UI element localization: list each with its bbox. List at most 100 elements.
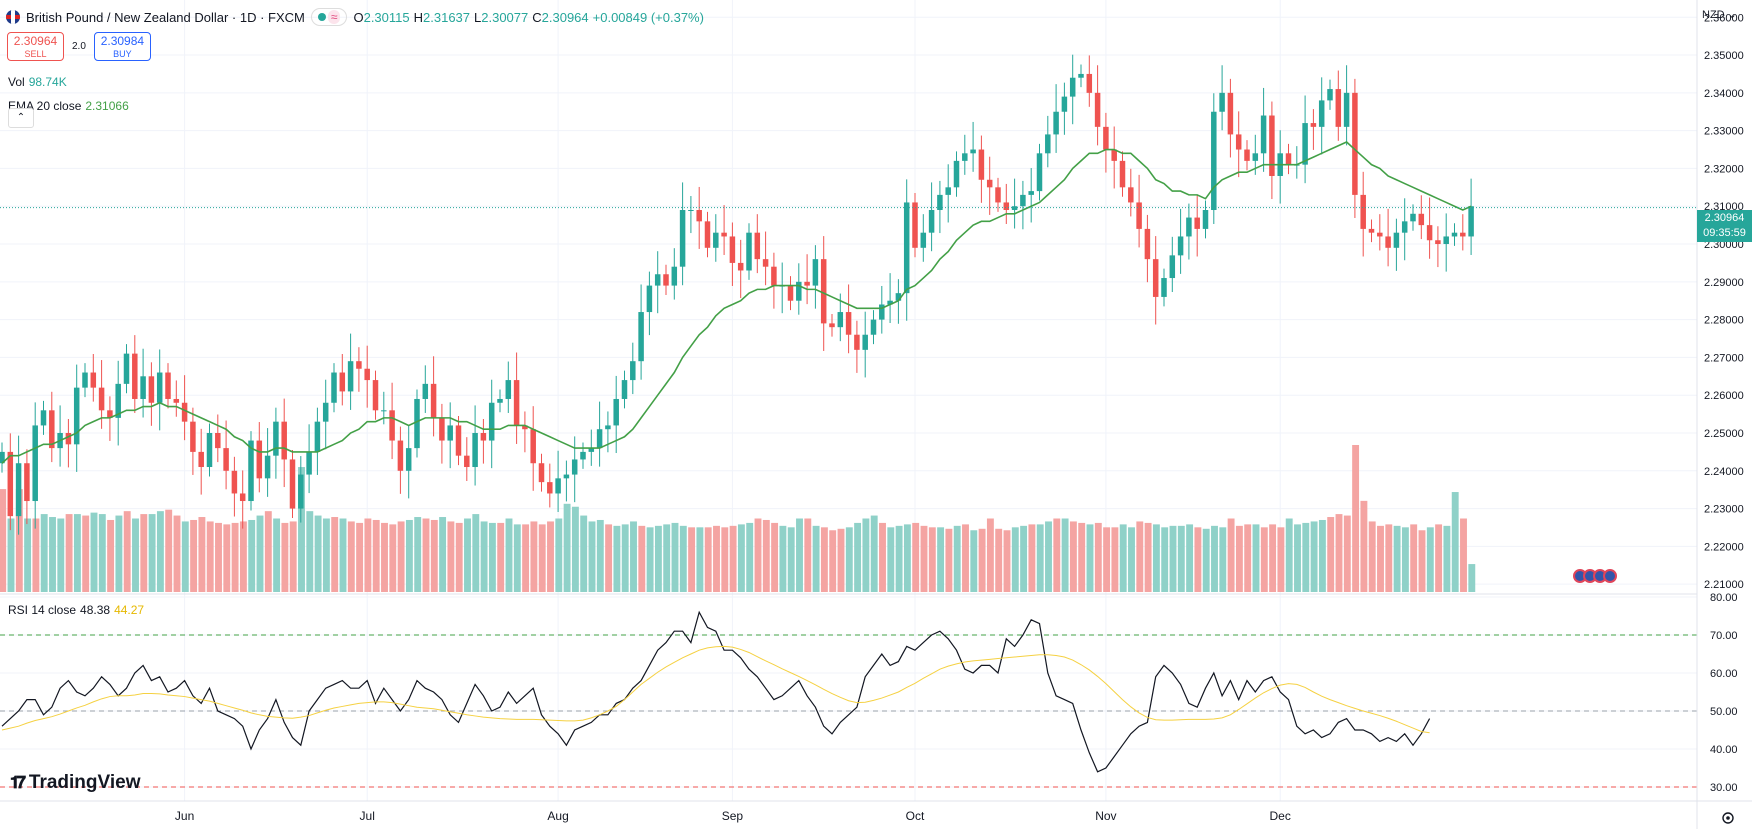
- candle[interactable]: [1269, 101, 1275, 200]
- candle[interactable]: [1451, 223, 1458, 246]
- candle[interactable]: [779, 262, 785, 314]
- candle[interactable]: [630, 342, 636, 395]
- candle[interactable]: [654, 251, 661, 314]
- candle[interactable]: [547, 463, 553, 508]
- candle[interactable]: [1045, 115, 1051, 168]
- candle[interactable]: [804, 254, 810, 305]
- candle[interactable]: [1069, 54, 1076, 125]
- candle[interactable]: [986, 156, 993, 215]
- candle[interactable]: [464, 437, 470, 481]
- candle[interactable]: [513, 352, 520, 444]
- candle[interactable]: [0, 442, 5, 473]
- candle[interactable]: [1194, 194, 1200, 257]
- candle[interactable]: [82, 363, 88, 398]
- candle[interactable]: [854, 320, 860, 373]
- candle[interactable]: [165, 363, 171, 409]
- candle[interactable]: [1036, 143, 1043, 201]
- candle[interactable]: [505, 361, 512, 413]
- candle[interactable]: [123, 344, 130, 394]
- candle[interactable]: [198, 428, 204, 495]
- candle[interactable]: [1327, 79, 1333, 110]
- candle[interactable]: [497, 389, 503, 413]
- tradingview-logo[interactable]: 𝟏𝟕 TradingView: [10, 772, 140, 794]
- candle[interactable]: [1020, 180, 1026, 230]
- candle[interactable]: [447, 402, 453, 469]
- candle[interactable]: [405, 425, 412, 499]
- sell-button[interactable]: 2.30964 SELL: [7, 32, 64, 61]
- candle[interactable]: [571, 436, 578, 503]
- candle[interactable]: [887, 273, 893, 324]
- candle[interactable]: [1211, 93, 1217, 224]
- candle[interactable]: [32, 402, 38, 529]
- candle[interactable]: [845, 284, 852, 354]
- event-flag-icon[interactable]: [1603, 569, 1617, 583]
- candle[interactable]: [912, 192, 918, 258]
- candle[interactable]: [356, 347, 362, 392]
- candle[interactable]: [862, 311, 868, 378]
- candle[interactable]: [1360, 171, 1366, 257]
- candle[interactable]: [621, 370, 628, 409]
- candle[interactable]: [580, 442, 586, 469]
- candle[interactable]: [372, 370, 379, 420]
- candle[interactable]: [181, 375, 188, 441]
- candle[interactable]: [215, 414, 221, 463]
- candle[interactable]: [962, 134, 968, 175]
- candle[interactable]: [688, 196, 694, 234]
- candle[interactable]: [439, 403, 445, 464]
- candle[interactable]: [24, 449, 30, 525]
- candle[interactable]: [829, 313, 835, 337]
- candle[interactable]: [671, 248, 678, 300]
- candle[interactable]: [704, 211, 711, 258]
- rsi-axis[interactable]: 80.00 70.00 60.00 50.00 40.00 30.00: [1710, 592, 1738, 794]
- candle[interactable]: [1119, 151, 1126, 197]
- rsi-legend[interactable]: RSI 14 close 48.38 44.27: [8, 603, 144, 617]
- candle[interactable]: [1169, 236, 1176, 293]
- candle[interactable]: [1219, 65, 1225, 131]
- candle[interactable]: [903, 179, 910, 321]
- candle[interactable]: [480, 419, 487, 464]
- candle[interactable]: [239, 470, 246, 529]
- candle[interactable]: [1294, 146, 1300, 179]
- candle[interactable]: [281, 398, 287, 488]
- candle[interactable]: [73, 364, 80, 472]
- candle[interactable]: [1128, 168, 1134, 217]
- candle[interactable]: [1028, 168, 1034, 223]
- candle[interactable]: [1352, 78, 1358, 218]
- candle[interactable]: [397, 426, 404, 494]
- candle[interactable]: [1368, 219, 1375, 243]
- candle[interactable]: [298, 456, 304, 523]
- candle[interactable]: [754, 214, 761, 274]
- candle[interactable]: [879, 285, 885, 334]
- candle[interactable]: [970, 121, 976, 172]
- candle[interactable]: [1227, 78, 1234, 158]
- candle[interactable]: [1260, 87, 1267, 172]
- candle[interactable]: [812, 245, 819, 309]
- candle[interactable]: [1443, 213, 1449, 272]
- candle[interactable]: [1103, 112, 1109, 173]
- candle[interactable]: [978, 135, 985, 203]
- candle[interactable]: [231, 456, 238, 517]
- candle[interactable]: [1136, 174, 1142, 248]
- candlestick-series[interactable]: [0, 54, 1474, 535]
- candle[interactable]: [1144, 214, 1151, 283]
- candle[interactable]: [1385, 208, 1391, 267]
- candle[interactable]: [1460, 214, 1466, 251]
- candle[interactable]: [455, 415, 462, 466]
- candle[interactable]: [339, 354, 346, 406]
- candle[interactable]: [1410, 204, 1416, 231]
- candle[interactable]: [928, 182, 935, 252]
- candle[interactable]: [646, 271, 653, 336]
- candle[interactable]: [771, 252, 777, 309]
- candle[interactable]: [1310, 109, 1317, 150]
- candle[interactable]: [953, 151, 960, 197]
- candle[interactable]: [713, 214, 719, 262]
- candle[interactable]: [1078, 64, 1084, 88]
- collapse-legend-button[interactable]: ⌃: [8, 108, 34, 128]
- candle[interactable]: [1177, 208, 1184, 274]
- candle[interactable]: [679, 182, 686, 286]
- candle[interactable]: [414, 389, 420, 458]
- market-status[interactable]: ≈: [310, 8, 348, 26]
- candle[interactable]: [663, 264, 669, 296]
- candle[interactable]: [381, 391, 387, 425]
